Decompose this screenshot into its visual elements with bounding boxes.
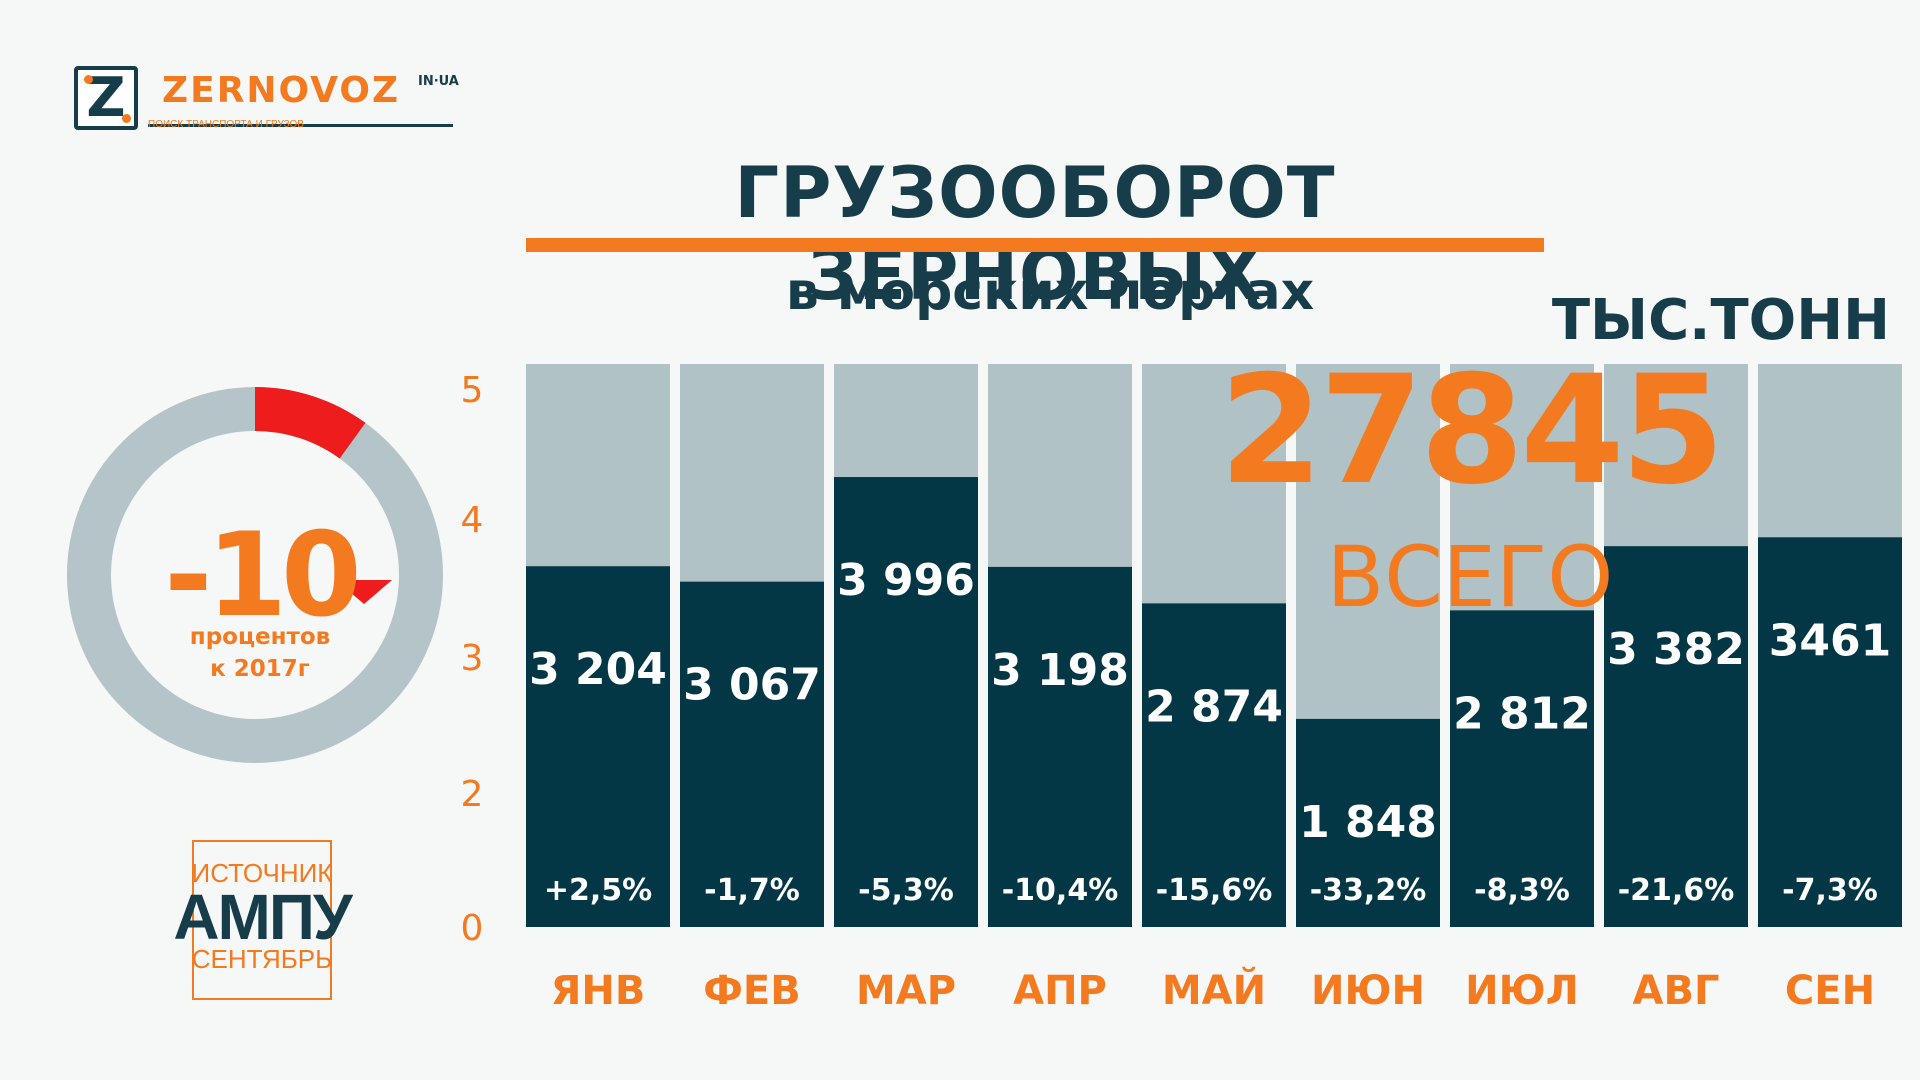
bar-value-label: 3 198	[991, 645, 1129, 696]
source-period: СЕНТЯБРЬ	[191, 944, 333, 974]
bar	[988, 566, 1132, 927]
x-tick-label: АПР	[1013, 968, 1107, 1014]
change-donut	[67, 387, 443, 763]
x-tick-label: ЯНВ	[551, 968, 646, 1014]
bar	[1142, 603, 1286, 927]
x-tick-label: МАР	[856, 968, 956, 1014]
bar-value-label: 3 067	[683, 660, 821, 711]
bar	[1450, 610, 1594, 927]
bar-value-label: 3 996	[837, 555, 975, 606]
bar-value-label: 1 848	[1299, 797, 1437, 848]
bar-change-label: -1,7%	[704, 873, 800, 908]
logo-underline	[148, 124, 453, 127]
total-label: ВСЕГО	[1326, 528, 1614, 626]
bar-change-label: -8,3%	[1474, 873, 1570, 908]
total-value: 27845	[1219, 344, 1725, 518]
change-value: -10	[164, 508, 362, 643]
bar-change-label: -5,3%	[858, 873, 954, 908]
bar	[1296, 718, 1440, 927]
x-tick-label: ИЮЛ	[1465, 968, 1579, 1014]
unit-label: ТЫС.ТОНН	[1551, 288, 1890, 353]
change-caption-1: процентов	[189, 624, 331, 650]
down-arrow-icon	[336, 580, 392, 604]
x-tick-label: СЕН	[1785, 968, 1875, 1014]
bar	[680, 581, 824, 927]
source-label: ИСТОЧНИК	[191, 858, 333, 888]
logo-tagline: ПОИСК ТРАНСПОРТА И ГРУЗОВ	[148, 119, 304, 130]
y-tick-label: 4	[461, 500, 484, 541]
page-subtitle: в морских портах	[785, 262, 1315, 322]
bar	[1604, 546, 1748, 927]
logo-dot-icon	[122, 114, 131, 123]
y-tick-label: 5	[461, 370, 484, 411]
bar-change-label: -33,2%	[1310, 873, 1427, 908]
bar	[1758, 537, 1902, 927]
donut-segment	[254, 387, 366, 459]
title-underline	[526, 238, 1544, 252]
x-tick-label: ФЕВ	[703, 968, 800, 1014]
bar-value-label: 3461	[1769, 615, 1891, 666]
x-tick-label: МАЙ	[1162, 966, 1266, 1014]
bar-change-label: -10,4%	[1002, 873, 1119, 908]
change-caption-2: к 2017г	[210, 656, 310, 682]
bar-change-label: -21,6%	[1618, 873, 1735, 908]
bar	[526, 566, 670, 927]
x-tick-label: ИЮН	[1311, 968, 1425, 1014]
bar-value-label: 2 812	[1453, 688, 1591, 739]
logo-domain: IN·UA	[418, 74, 459, 89]
logo-letter: Z	[86, 66, 126, 129]
bar-change-label: -7,3%	[1782, 873, 1878, 908]
x-tick-label: АВГ	[1633, 968, 1720, 1014]
logo-dot-icon	[84, 75, 93, 84]
bar-value-label: 2 874	[1145, 681, 1283, 732]
bar-value-label: 3 204	[529, 644, 667, 695]
y-tick-label: 2	[461, 774, 484, 815]
bar-change-label: -15,6%	[1156, 873, 1273, 908]
logo-name: ZERNOVOZ	[162, 70, 401, 111]
y-tick-label: 3	[461, 638, 484, 679]
source-stamp	[192, 840, 332, 1000]
bar-value-label: 3 382	[1607, 624, 1745, 675]
logo-box: Z	[74, 66, 138, 130]
bar-change-label: +2,5%	[544, 873, 652, 908]
y-tick-label: 0	[461, 908, 484, 949]
source-name: АМПУ	[173, 881, 352, 953]
bar	[834, 477, 978, 927]
